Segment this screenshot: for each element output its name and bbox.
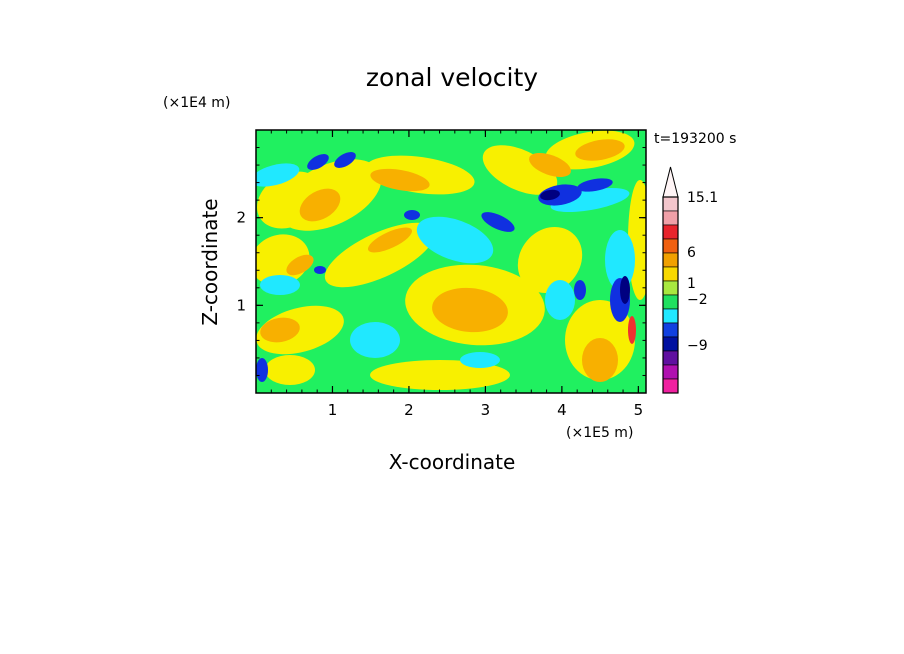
contour-region [416,216,494,264]
colorbar-label: −2 [687,292,708,308]
contour-region [545,280,575,320]
colorbar-bin [662,378,679,394]
contour-region [582,338,618,382]
contour-region [517,226,583,294]
contour-region [481,212,515,232]
colorbar-label: 1 [687,276,696,292]
colorbar-label: 15.1 [687,190,718,206]
colorbar: 15.1 6 1−2 −9 [662,166,718,394]
y-unit-label: (×1E4 m) [163,95,230,111]
contour-region [265,355,315,385]
colorbar-bin [662,336,679,352]
x-tick-label: 4 [557,401,567,419]
contour-region [256,358,268,382]
contour-region [628,180,646,300]
colorbar-bin [662,294,679,310]
contour-region [540,189,560,201]
contour-region [324,222,436,288]
colorbar-extend-arrow [662,166,679,198]
x-tick-label: 5 [634,401,644,419]
x-tick-label: 3 [481,401,491,419]
contour-region [575,139,625,161]
colorbar-bin [662,252,679,268]
colorbar-bin [662,308,679,324]
colorbar-label: 6 [687,245,696,261]
chart-title: zonal velocity [366,63,538,92]
contour-region [334,152,356,168]
colorbar-bin [662,280,679,296]
contour-region [260,275,300,295]
contour-region [367,227,413,253]
contour-region [307,154,329,170]
contour-region [286,254,314,276]
y-axis-label: Z-coordinate [198,198,222,325]
x-unit-label: (×1E5 m) [566,425,633,441]
colorbar-bin [662,350,679,366]
y-tick-label: 1 [236,296,246,314]
contour-region [370,168,430,192]
contour-region [256,163,300,187]
colorbar-bin [662,266,679,282]
contour-region [577,178,613,192]
contour-region [460,352,500,368]
contour-region [628,316,636,344]
x-axis: 1 2 3 4 5 [270,130,644,419]
contour-region [350,322,400,358]
colorbar-bin [662,364,679,380]
time-label: t=193200 s [654,131,736,147]
colorbar-frame [662,196,679,394]
contour-region [605,230,635,290]
contour-region [574,280,586,300]
y-axis: 12 [236,147,646,376]
contour-region [260,317,300,343]
contour-region [314,266,326,274]
contour-region [529,152,571,178]
colorbar-bin [662,322,679,338]
x-tick-label: 1 [328,401,338,419]
contour-region [550,187,630,213]
x-axis-label: X-coordinate [389,450,516,474]
colorbar-bin [662,238,679,254]
contour-region [620,276,630,304]
plot-frame [255,129,647,394]
contour-region [404,210,420,220]
x-tick-label: 2 [404,401,414,419]
colorbar-bin [662,196,679,212]
plot-area [256,130,646,393]
colorbar-bin [662,210,679,226]
y-tick-label: 2 [236,209,246,227]
colorbar-bin [662,224,679,240]
contour-region [432,287,508,333]
contour-region [299,188,341,222]
colorbar-label: −9 [687,338,708,354]
contour-region [538,184,582,206]
